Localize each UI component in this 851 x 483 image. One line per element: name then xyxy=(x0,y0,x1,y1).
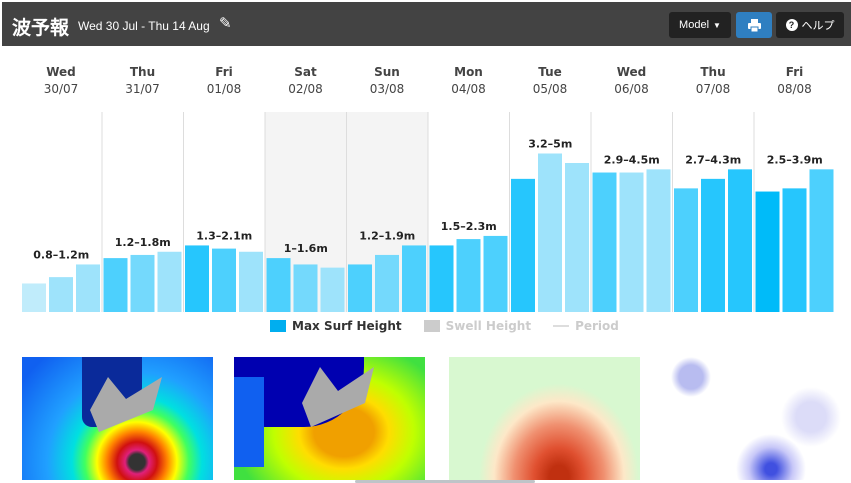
day-date: 01/08 xyxy=(206,82,242,96)
question-circle-icon: ? xyxy=(785,19,798,31)
surf-bar[interactable] xyxy=(619,172,644,312)
legend-swell[interactable]: Swell Height xyxy=(423,319,531,333)
day-date: 07/08 xyxy=(695,82,731,96)
surf-bar[interactable] xyxy=(49,277,73,312)
range-label: 0.8–1.2m xyxy=(33,248,89,261)
range-label: 1.5–2.3m xyxy=(441,220,497,233)
surf-bar[interactable] xyxy=(103,258,128,312)
surf-bar[interactable] xyxy=(728,169,752,312)
surf-bar[interactable] xyxy=(538,153,562,313)
day-date: 30/07 xyxy=(43,82,79,96)
surf-bar[interactable] xyxy=(402,245,426,312)
surf-bar[interactable] xyxy=(646,169,671,312)
horizontal-scrollbar[interactable] xyxy=(355,480,535,483)
day-date: 02/08 xyxy=(288,82,323,96)
print-icon xyxy=(747,18,761,32)
day-name: Tue xyxy=(538,65,562,79)
print-button[interactable] xyxy=(736,12,772,38)
surf-bar[interactable] xyxy=(266,258,291,312)
day-date: 08/08 xyxy=(777,82,812,96)
day-name: Fri xyxy=(215,65,233,79)
range-label: 1.3–2.1m xyxy=(196,229,252,242)
surf-bar[interactable] xyxy=(239,251,263,312)
day-date: 05/08 xyxy=(532,82,568,96)
day-name: Thu xyxy=(700,65,726,79)
chart-legend: Max Surf Height Swell Height Period xyxy=(270,319,619,333)
day-header[interactable]: Sat 02/08 xyxy=(265,64,346,98)
day-header[interactable]: Thu 31/07 xyxy=(102,64,183,98)
wave-period-map[interactable] xyxy=(234,357,425,480)
surf-bar[interactable] xyxy=(429,245,454,312)
day-name: Sun xyxy=(374,65,400,79)
surf-bar[interactable] xyxy=(483,235,508,312)
surf-bar[interactable] xyxy=(320,267,345,312)
range-label: 1.2–1.8m xyxy=(115,236,171,249)
surf-bar[interactable] xyxy=(755,191,780,312)
surf-bar[interactable] xyxy=(782,188,807,312)
range-label: 1–1.6m xyxy=(284,242,328,255)
day-header[interactable]: Tue 05/08 xyxy=(510,64,591,98)
surf-bar[interactable] xyxy=(348,264,372,312)
day-header[interactable]: Thu 07/08 xyxy=(673,64,754,98)
surf-bar[interactable] xyxy=(565,163,589,312)
day-date: 04/08 xyxy=(451,82,486,96)
page-title: 波予報 xyxy=(12,17,70,39)
day-header[interactable]: Mon 04/08 xyxy=(428,64,509,98)
day-header[interactable]: Fri 01/08 xyxy=(184,64,265,98)
caret-down-icon: ▼ xyxy=(713,20,721,30)
surf-bar[interactable] xyxy=(809,169,834,312)
day-header[interactable]: Wed 30/07 xyxy=(21,64,102,98)
day-header[interactable]: Fri 08/08 xyxy=(754,64,835,98)
day-name: Sat xyxy=(294,65,317,79)
day-date: 31/07 xyxy=(125,82,160,96)
day-name: Wed xyxy=(616,65,647,79)
header-bar: 波予報 Wed 30 Jul - Thu 14 Aug ✎ Model ▼ ? ヘル… xyxy=(2,2,851,46)
wave-height-map[interactable] xyxy=(22,357,213,480)
model-dropdown-button[interactable]: Model ▼ xyxy=(669,12,731,38)
surf-bar[interactable] xyxy=(456,239,481,312)
surf-bar[interactable] xyxy=(157,251,182,312)
surf-bar[interactable] xyxy=(212,248,236,312)
day-name: Wed xyxy=(46,65,76,79)
day-name: Thu xyxy=(129,65,156,79)
help-button[interactable]: ? ヘルプ xyxy=(776,12,844,38)
surf-bar[interactable] xyxy=(375,254,399,312)
wind-map[interactable] xyxy=(449,357,640,480)
model-label: Model xyxy=(679,19,710,31)
pressure-map[interactable] xyxy=(661,357,851,480)
day-header[interactable]: Wed 06/08 xyxy=(591,64,672,98)
date-range[interactable]: Wed 30 Jul - Thu 14 Aug xyxy=(78,19,210,33)
legend-max-surf[interactable]: Max Surf Height xyxy=(270,319,402,333)
surf-bar[interactable] xyxy=(592,172,617,312)
range-label: 3.2–5m xyxy=(528,138,572,151)
surf-bar[interactable] xyxy=(185,245,209,312)
surf-bar[interactable] xyxy=(76,264,100,312)
legend-period[interactable]: Period xyxy=(553,319,619,333)
range-label: 1.2–1.9m xyxy=(359,229,415,242)
day-name: Fri xyxy=(785,65,804,79)
help-label: ヘルプ xyxy=(801,20,835,32)
day-date: 03/08 xyxy=(369,82,405,96)
surf-bar[interactable] xyxy=(674,188,698,312)
surf-bar[interactable] xyxy=(130,254,155,312)
day-date: 06/08 xyxy=(614,82,649,96)
surf-bar[interactable] xyxy=(293,264,318,312)
pencil-icon[interactable]: ✎ xyxy=(219,14,232,32)
range-label: 2.7–4.3m xyxy=(685,153,741,166)
day-name: Mon xyxy=(454,65,483,79)
surf-bar[interactable] xyxy=(701,178,725,312)
day-header[interactable]: Sun 03/08 xyxy=(347,64,428,98)
surf-bar[interactable] xyxy=(22,283,46,312)
range-label: 2.9–4.5m xyxy=(604,153,660,166)
surf-height-chart: 0.8–1.2m 1.2–1.8m 1.3–2.1m 1–1.6m 1.2–1.9m 1.… xyxy=(22,112,834,313)
range-label: 2.5–3.9m xyxy=(767,153,823,166)
surf-bar[interactable] xyxy=(511,178,535,312)
